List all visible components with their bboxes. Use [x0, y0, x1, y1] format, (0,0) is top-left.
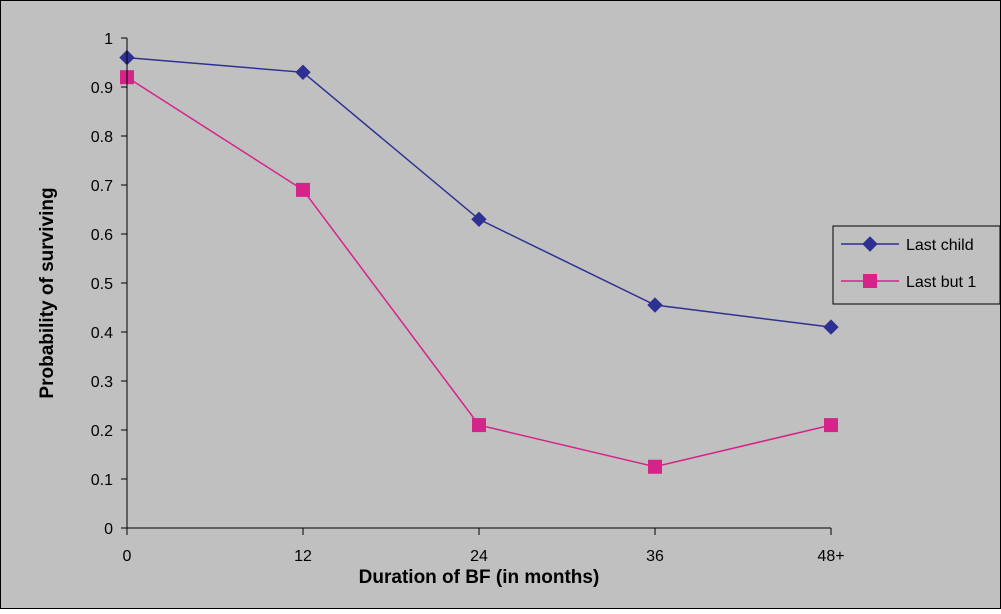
series-1	[119, 49, 839, 335]
y-tick-label: 0.7	[91, 178, 113, 195]
x-tick-label: 0	[123, 548, 132, 565]
data-point	[648, 459, 662, 474]
y-tick-label: 0.5	[91, 276, 113, 293]
y-tick-label: 0.4	[91, 325, 113, 342]
x-tick-label: 12	[294, 548, 312, 565]
y-tick-label: 0.2	[91, 423, 113, 440]
x-axis-title: Duration of BF (in months)	[359, 567, 600, 588]
y-tick-label: 0.1	[91, 472, 113, 489]
x-tick-label: 36	[646, 548, 664, 565]
y-tick-label: 0.3	[91, 374, 113, 391]
data-point	[295, 64, 311, 81]
x-tick-label: 48+	[817, 548, 844, 565]
y-tick-label: 0.9	[91, 80, 113, 97]
data-point	[471, 211, 487, 228]
data-point	[647, 297, 663, 313]
x-tick-label: 24	[470, 548, 488, 565]
legend-marker	[862, 236, 878, 252]
legend-label: Last child	[906, 237, 974, 254]
legend-box	[832, 225, 1001, 305]
series-2	[120, 70, 838, 474]
legend: Last child Last but 1	[832, 225, 1001, 305]
y-tick-label: 0	[104, 521, 113, 538]
legend-marker	[863, 274, 877, 288]
y-tick-label: 0.6	[91, 227, 113, 244]
legend-label: Last but 1	[906, 274, 976, 291]
data-point	[823, 319, 839, 335]
y-tick-label: 1	[104, 31, 113, 48]
data-point	[472, 418, 486, 433]
y-axis-title: Probability of surviving	[37, 187, 58, 398]
y-tick-label: 0.8	[91, 129, 113, 146]
data-point	[824, 418, 838, 433]
data-point	[296, 182, 310, 197]
